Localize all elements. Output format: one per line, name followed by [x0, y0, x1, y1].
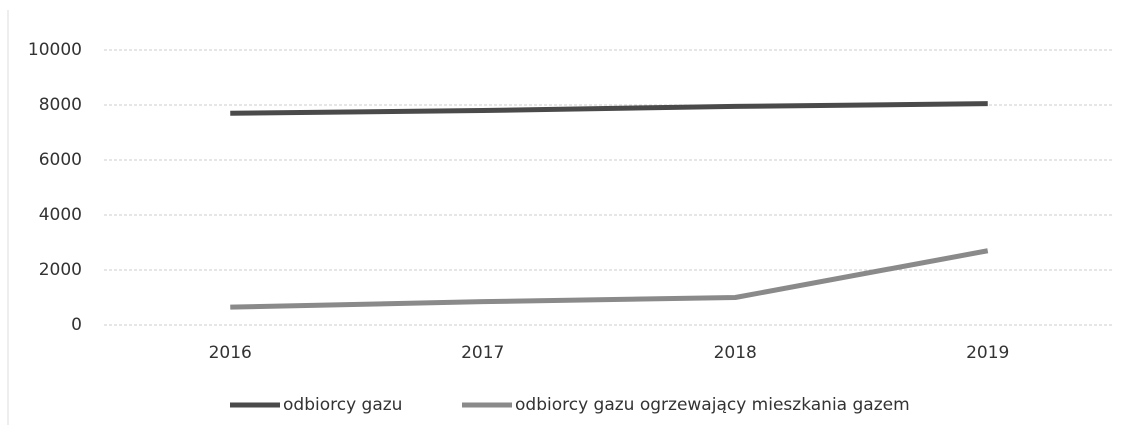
y-tick-label: 10000 [28, 40, 82, 60]
x-tick-label: 2018 [714, 343, 757, 363]
x-tick-label: 2017 [461, 343, 504, 363]
y-tick-label: 6000 [39, 150, 82, 170]
legend-label: odbiorcy gazu ogrzewający mieszkania gaz… [515, 395, 910, 415]
series-line [230, 248, 989, 310]
y-tick-label: 8000 [39, 95, 82, 115]
y-tick-label: 2000 [39, 260, 82, 280]
series-line [230, 101, 988, 116]
x-tick-label: 2019 [966, 343, 1009, 363]
x-tick-label: 2016 [209, 343, 252, 363]
y-tick-label: 0 [71, 315, 82, 335]
y-tick-label: 4000 [39, 205, 82, 225]
legend-label: odbiorcy gazu [283, 395, 402, 415]
